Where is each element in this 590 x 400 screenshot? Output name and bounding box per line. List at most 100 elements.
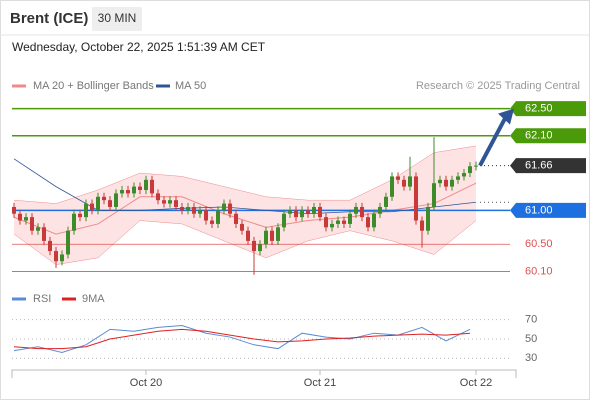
candle-body — [132, 186, 136, 194]
candle-body — [108, 200, 112, 207]
interval: 30 MIN — [98, 11, 137, 25]
candle-body — [336, 220, 340, 224]
candle-body — [270, 230, 274, 241]
candle-body — [384, 196, 388, 207]
candle-body — [408, 176, 412, 187]
candle-body — [456, 176, 460, 180]
candle-body — [300, 210, 304, 218]
legend-label: RSI — [33, 293, 51, 305]
candle-body — [24, 217, 28, 221]
candle-body — [126, 190, 130, 194]
rsi-tick-label: 30 — [525, 352, 537, 364]
legend-label: MA 20 + Bollinger Bands — [33, 80, 154, 92]
level-tag — [510, 202, 586, 218]
candle-body — [216, 210, 220, 224]
level-label: 61.66 — [525, 159, 553, 171]
candle-body — [234, 213, 238, 224]
candle-body — [240, 223, 244, 231]
candle-body — [324, 217, 328, 228]
candle-body — [348, 213, 352, 224]
candle-body — [444, 179, 448, 187]
level-label: 62.10 — [525, 130, 553, 142]
candle-body — [228, 203, 232, 214]
candle-body — [462, 173, 466, 177]
candle-body — [168, 200, 172, 204]
candle-body — [378, 206, 382, 214]
candle-body — [114, 193, 118, 207]
candle-body — [66, 230, 70, 255]
candle-body — [366, 217, 370, 228]
legend-label: 9MA — [82, 293, 105, 305]
candle-body — [252, 240, 256, 252]
x-axis — [11, 369, 517, 378]
subtitle: Wednesday, October 22, 2025 1:51:39 AM C… — [12, 40, 266, 54]
candle-body — [42, 227, 46, 241]
candle-body — [84, 203, 88, 218]
source: Research © 2025 Trading Central — [416, 80, 580, 92]
candle-body — [396, 176, 400, 180]
candle-body — [60, 254, 64, 262]
forecast-arrow — [478, 115, 508, 167]
candle-body — [288, 210, 292, 214]
candle-body — [306, 210, 310, 214]
candle-body — [144, 179, 148, 190]
candle-body — [12, 206, 16, 214]
rsi-tick-label: 70 — [525, 314, 537, 326]
candle-body — [438, 179, 442, 184]
candle-body — [150, 179, 154, 194]
level-tag — [510, 101, 586, 117]
level-label: 60.10 — [525, 265, 553, 277]
level-label: 60.50 — [525, 238, 553, 250]
candle-body — [258, 244, 262, 252]
candle-body — [282, 213, 286, 228]
candle-body — [414, 176, 418, 221]
candle-body — [474, 165, 478, 167]
candle-body — [294, 210, 298, 218]
candle-body — [204, 210, 208, 221]
candle-body — [372, 213, 376, 228]
candle-body — [186, 206, 190, 211]
ma20-line — [13, 182, 477, 235]
candle-body — [390, 176, 394, 197]
candle-body — [210, 220, 214, 224]
candle-body — [36, 227, 40, 231]
x-tick-label: Oct 21 — [304, 377, 336, 389]
candle-body — [354, 206, 358, 214]
interval-box — [92, 7, 142, 31]
level-label: 61.00 — [525, 204, 553, 216]
level-tag — [510, 128, 586, 144]
candle-body — [276, 227, 280, 241]
rsi-line — [13, 328, 471, 350]
candle-body — [198, 210, 202, 214]
chart-title: Brent (ICE) — [10, 10, 88, 27]
candle-body — [318, 206, 322, 218]
candle-body — [402, 179, 406, 187]
candle-body — [264, 230, 268, 245]
candle-body — [174, 200, 178, 207]
candle-body — [138, 186, 142, 190]
forecast-arrowhead — [498, 108, 514, 125]
band-line — [13, 220, 477, 265]
candle-body — [432, 183, 436, 207]
candle-body — [342, 220, 346, 224]
candle-body — [120, 190, 124, 194]
candle-body — [102, 196, 106, 201]
candle-body — [90, 203, 94, 211]
candle-body — [72, 213, 76, 231]
candle-body — [30, 217, 34, 231]
candle-body — [162, 200, 166, 204]
candle-body — [180, 206, 184, 211]
level-tag — [510, 158, 586, 174]
candle-body — [78, 213, 82, 218]
bollinger-area — [14, 145, 476, 265]
candle-body — [48, 240, 52, 252]
candle-body — [18, 213, 22, 221]
candle-body — [222, 203, 226, 211]
x-tick-label: Oct 22 — [460, 377, 492, 389]
candle-body — [246, 230, 250, 241]
band-line — [13, 145, 477, 204]
candle-body — [450, 179, 454, 187]
candle-body — [192, 206, 196, 214]
candle-body — [156, 193, 160, 201]
